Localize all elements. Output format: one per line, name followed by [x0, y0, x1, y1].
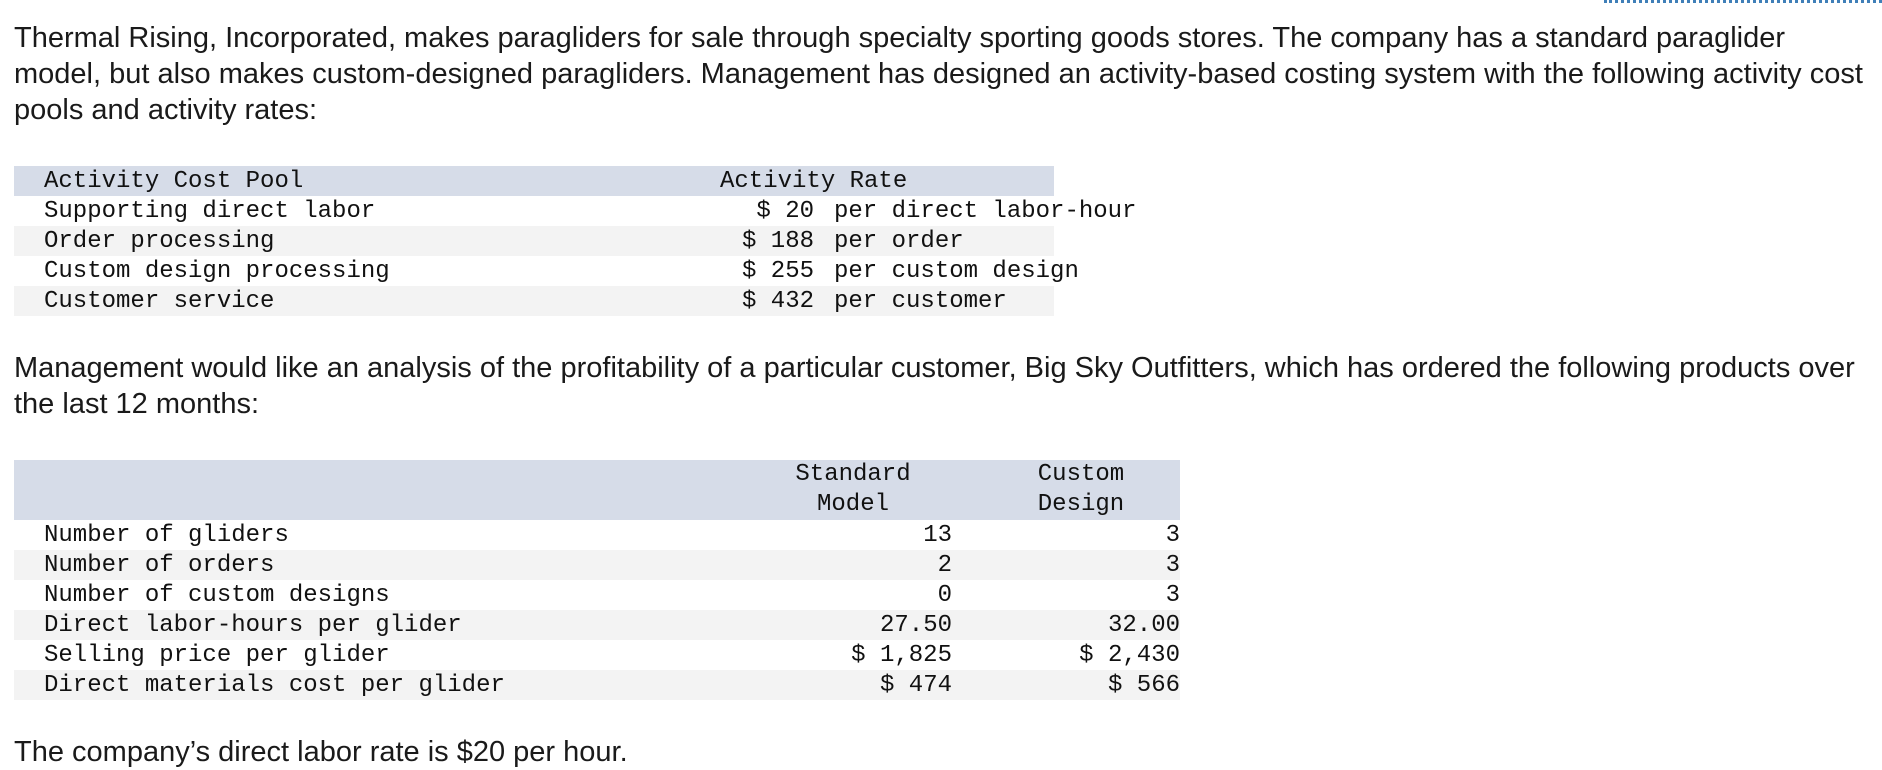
- custom-value: 3: [1165, 581, 1180, 609]
- table-header-row: Activity Cost Pool Activity Rate: [14, 166, 1054, 196]
- rate-amount: $ 188: [741, 227, 814, 255]
- table-row: Direct labor-hours per glider 27.50 32.0…: [14, 610, 1180, 640]
- standard-value: $ 1,825: [851, 641, 952, 669]
- row-label: Number of gliders: [44, 521, 289, 549]
- custom-value: $ 2,430: [1079, 641, 1180, 669]
- header-standard-line2: Model: [816, 491, 889, 518]
- standard-value: 13: [923, 521, 952, 549]
- customer-paragraph: Management would like an analysis of the…: [14, 352, 1855, 420]
- header-standard-model: Standard Model: [684, 460, 952, 520]
- rate-unit: per customer: [834, 287, 1007, 315]
- table-row: Number of gliders 13 3: [14, 520, 1180, 550]
- rate-unit: per custom design: [834, 257, 1079, 285]
- header-custom-design: Custom Design: [952, 460, 1180, 520]
- table-row: Order processing $ 188 per order: [14, 226, 1054, 256]
- table-row: Supporting direct labor $ 20 per direct …: [14, 196, 1137, 226]
- header-activity-rate: Activity Rate: [720, 167, 908, 195]
- header-blank: [14, 460, 684, 520]
- row-label: Selling price per glider: [44, 641, 390, 669]
- rate-unit: per order: [834, 227, 964, 255]
- standard-value: $ 474: [879, 671, 952, 699]
- custom-value: 3: [1165, 521, 1180, 549]
- products-table: Standard Model Custom Design Number of gli…: [14, 460, 1180, 700]
- top-dotted-rule: [1604, 0, 1882, 3]
- rate-amount: $ 20: [756, 197, 814, 225]
- custom-value: 32.00: [1107, 611, 1180, 639]
- labor-rate-note: The company’s direct labor rate is $20 p…: [14, 736, 628, 768]
- cost-pool-name: Custom design processing: [44, 257, 390, 285]
- table-row: Number of custom designs 0 3: [14, 580, 1180, 610]
- row-label: Number of orders: [44, 551, 275, 579]
- table-header-row: Standard Model Custom Design: [14, 460, 1180, 520]
- header-standard-line1: Standard: [795, 461, 911, 488]
- header-custom-line2: Design: [1037, 491, 1125, 518]
- table-row: Direct materials cost per glider $ 474 $…: [14, 670, 1180, 700]
- table-row: Number of orders 2 3: [14, 550, 1180, 580]
- standard-value: 2: [937, 551, 952, 579]
- custom-value: $ 566: [1107, 671, 1180, 699]
- cost-pool-name: Customer service: [44, 287, 275, 315]
- cost-pool-name: Order processing: [44, 227, 275, 255]
- rate-amount: $ 432: [741, 287, 814, 315]
- table-row: Custom design processing $ 255 per custo…: [14, 256, 1079, 286]
- row-label: Direct labor-hours per glider: [44, 611, 462, 639]
- cost-pool-name: Supporting direct labor: [44, 197, 376, 225]
- header-activity-cost-pool: Activity Cost Pool: [44, 167, 304, 195]
- intro-paragraph: Thermal Rising, Incorporated, makes para…: [14, 22, 1863, 126]
- row-label: Number of custom designs: [44, 581, 390, 609]
- standard-value: 0: [937, 581, 952, 609]
- rate-amount: $ 255: [741, 257, 814, 285]
- table-row: Customer service $ 432 per customer: [14, 286, 1054, 316]
- row-label: Direct materials cost per glider: [44, 671, 505, 699]
- custom-value: 3: [1165, 551, 1180, 579]
- header-custom-line1: Custom: [1037, 461, 1125, 488]
- rate-unit: per direct labor-hour: [834, 197, 1137, 225]
- standard-value: 27.50: [879, 611, 952, 639]
- table-row: Selling price per glider $ 1,825 $ 2,430: [14, 640, 1180, 670]
- activity-rates-table: Activity Cost Pool Activity Rate Support…: [14, 166, 1137, 316]
